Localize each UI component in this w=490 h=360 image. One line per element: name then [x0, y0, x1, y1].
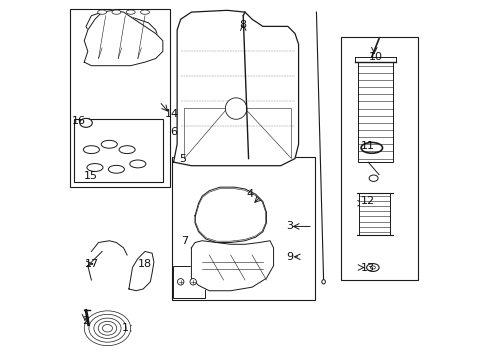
Polygon shape	[84, 10, 163, 66]
Text: 13: 13	[361, 262, 375, 273]
Ellipse shape	[369, 175, 378, 181]
Ellipse shape	[141, 10, 149, 14]
Ellipse shape	[322, 280, 325, 284]
Polygon shape	[129, 251, 154, 291]
Ellipse shape	[98, 321, 117, 335]
Text: 17: 17	[84, 259, 98, 269]
Ellipse shape	[108, 165, 124, 173]
Bar	[172, 157, 315, 300]
Ellipse shape	[102, 324, 113, 332]
Ellipse shape	[87, 163, 103, 171]
Bar	[359, 193, 390, 235]
Ellipse shape	[367, 264, 379, 271]
Text: 7: 7	[181, 236, 188, 246]
Ellipse shape	[94, 318, 121, 338]
Ellipse shape	[119, 146, 135, 154]
Polygon shape	[195, 187, 267, 243]
Ellipse shape	[89, 314, 126, 342]
Bar	[173, 266, 205, 298]
Bar	[342, 37, 418, 280]
Text: 12: 12	[361, 197, 375, 206]
Polygon shape	[192, 241, 273, 291]
Text: 5: 5	[179, 154, 186, 163]
Text: 18: 18	[138, 259, 152, 269]
Ellipse shape	[370, 266, 375, 269]
Text: 8: 8	[240, 19, 247, 30]
Bar	[358, 62, 393, 162]
Ellipse shape	[177, 279, 184, 285]
Text: 10: 10	[368, 52, 382, 62]
Ellipse shape	[130, 160, 146, 168]
Text: 15: 15	[84, 171, 98, 181]
Text: 1: 1	[122, 323, 129, 333]
Ellipse shape	[98, 10, 107, 14]
Ellipse shape	[112, 10, 121, 14]
Text: 9: 9	[286, 252, 293, 262]
Ellipse shape	[225, 98, 247, 119]
Bar	[70, 9, 170, 187]
Ellipse shape	[84, 311, 131, 346]
Ellipse shape	[101, 140, 117, 148]
Bar	[74, 119, 163, 182]
Text: 4: 4	[247, 189, 254, 199]
Text: 2: 2	[82, 316, 90, 326]
Text: 16: 16	[72, 116, 86, 126]
Ellipse shape	[83, 146, 99, 154]
Text: 14: 14	[165, 109, 179, 119]
Text: 3: 3	[286, 221, 293, 231]
Text: 6: 6	[170, 127, 177, 137]
Ellipse shape	[190, 279, 196, 285]
Text: 11: 11	[361, 141, 375, 151]
Polygon shape	[173, 10, 298, 166]
Ellipse shape	[80, 118, 92, 127]
Ellipse shape	[126, 10, 135, 14]
Ellipse shape	[361, 143, 383, 153]
